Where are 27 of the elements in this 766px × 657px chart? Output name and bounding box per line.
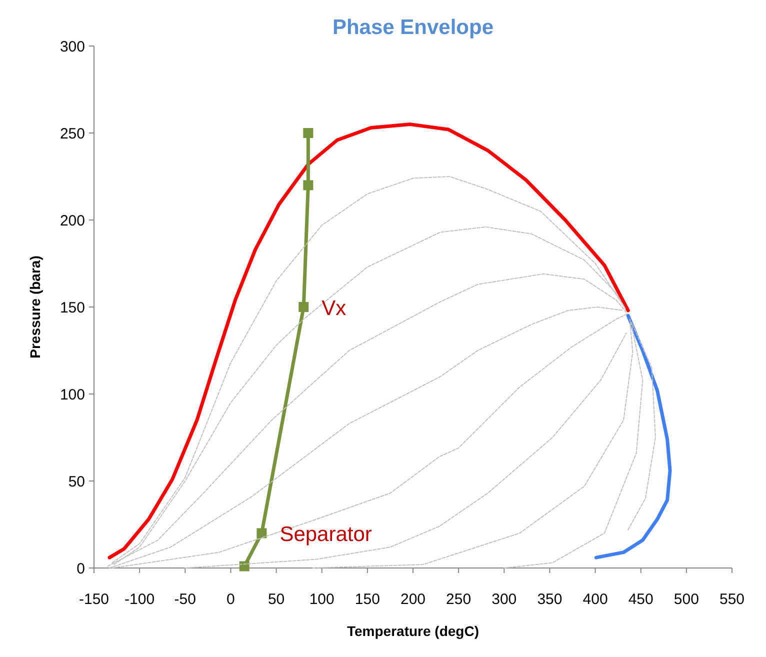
x-tick-label: 450: [628, 591, 654, 608]
annotation: Separator: [280, 523, 372, 546]
x-tick-label: 150: [354, 591, 380, 608]
x-tick-label: 550: [719, 591, 745, 608]
y-tick-label: 250: [60, 125, 85, 142]
y-tick-label: 200: [60, 212, 85, 230]
y-tick-label: 300: [60, 38, 85, 56]
y-tick-label: 50: [68, 473, 85, 490]
x-tick-label: -50: [174, 591, 196, 608]
x-tick-label: 100: [309, 591, 334, 608]
x-tick-label: -150: [78, 591, 110, 608]
y-tick-label: 100: [60, 386, 85, 404]
chart-title: Phase Envelope: [332, 16, 494, 39]
x-tick-label: -100: [124, 591, 155, 608]
x-tick-label: 250: [446, 591, 472, 608]
y-tick-label: 150: [60, 299, 85, 316]
y-tick-label: 0: [76, 560, 85, 578]
y-axis-title: Pressure (bara): [27, 256, 43, 358]
x-tick-label: 350: [537, 591, 562, 608]
x-tick-label: 0: [226, 591, 235, 608]
x-tick-label: 200: [400, 591, 426, 608]
annotation: Vx: [322, 297, 347, 320]
x-tick-label: 400: [582, 591, 608, 608]
x-tick-label: 500: [674, 591, 699, 608]
x-tick-label: 50: [268, 591, 285, 608]
x-axis-title: Temperature (degC): [347, 623, 479, 639]
x-tick-label: 300: [492, 591, 517, 608]
